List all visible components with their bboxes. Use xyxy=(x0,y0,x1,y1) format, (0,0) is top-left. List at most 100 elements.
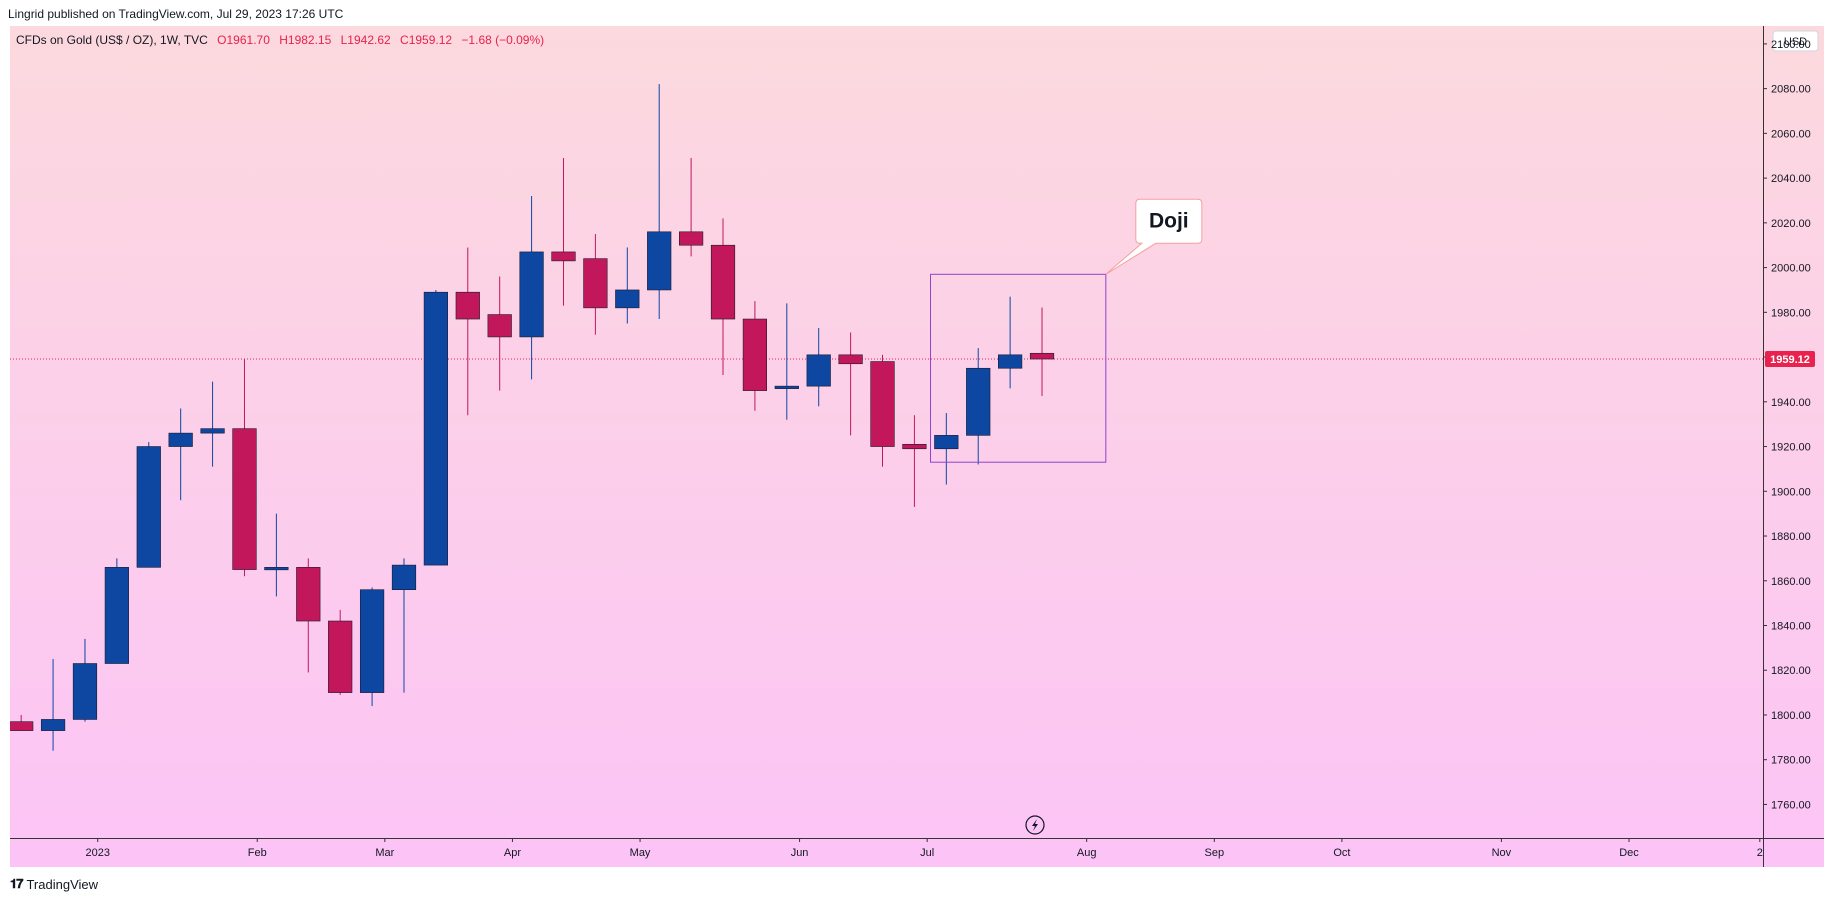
candle xyxy=(455,247,480,416)
legend-change: −1.68 (−0.09%) xyxy=(461,33,544,47)
price-tick-label: 2080.00 xyxy=(1771,84,1811,96)
candle xyxy=(678,157,704,257)
time-tick-label: Jul xyxy=(920,847,934,859)
candle xyxy=(168,408,193,501)
candle xyxy=(583,234,608,335)
candle-body xyxy=(487,314,512,338)
time-tick-label: Dec xyxy=(1619,847,1639,859)
doji-callout-bubble[interactable] xyxy=(1105,198,1203,275)
candle-body xyxy=(455,291,480,320)
candle-body xyxy=(583,258,608,309)
candle-body xyxy=(423,291,448,566)
last-price-label: 1959.12 xyxy=(1770,354,1810,366)
footer-brand: TradingView xyxy=(26,876,99,892)
time-tick-label: 2 xyxy=(1757,847,1763,859)
candle xyxy=(328,609,353,695)
time-tick-label: 2023 xyxy=(85,847,109,859)
last-price-line: 1959.12 xyxy=(10,351,1815,368)
footer: 𝟏𝟕 TradingView xyxy=(10,876,98,892)
candle xyxy=(264,513,289,597)
legend: CFDs on Gold (US$ / OZ), 1W, TVC O1961.7… xyxy=(16,33,544,47)
candle-body xyxy=(168,432,193,447)
price-tick-label: 1920.00 xyxy=(1771,442,1811,454)
candle-body xyxy=(136,446,161,568)
time-tick-label: Aug xyxy=(1077,847,1097,859)
price-tick-label: 1800.00 xyxy=(1771,710,1811,722)
candle xyxy=(359,587,385,707)
price-tick-label: 2020.00 xyxy=(1771,218,1811,230)
candle xyxy=(519,196,544,380)
time-tick-label: Nov xyxy=(1492,847,1512,859)
candle-body xyxy=(328,620,353,693)
candle xyxy=(998,296,1023,389)
candle xyxy=(104,558,129,664)
price-tick-label: 1820.00 xyxy=(1771,665,1811,677)
candle xyxy=(838,332,863,436)
currency-button[interactable]: USD xyxy=(1772,30,1819,52)
candle xyxy=(647,84,672,320)
candle xyxy=(296,558,321,673)
price-tick-label: 1780.00 xyxy=(1771,755,1811,767)
candles xyxy=(10,84,1055,751)
candlestick-chart[interactable]: CFDs on Gold (US$ / OZ), 1W, TVC O1961.7… xyxy=(10,26,1824,867)
candle xyxy=(136,442,161,568)
candle-body xyxy=(710,244,736,320)
candle xyxy=(551,157,576,306)
candle-body xyxy=(551,251,576,262)
doji-annotation[interactable]: Doji xyxy=(930,198,1203,463)
legend-low: L1942.62 xyxy=(341,33,391,47)
candle-body xyxy=(902,444,927,450)
time-tick-label: Apr xyxy=(504,847,521,859)
legend-high: H1982.15 xyxy=(279,33,331,47)
candle-body xyxy=(615,289,640,309)
candle-body xyxy=(966,367,991,436)
candle xyxy=(391,558,417,693)
price-tick-label: 1760.00 xyxy=(1771,799,1811,811)
price-tick-label: 1980.00 xyxy=(1771,307,1811,319)
time-tick-label: Mar xyxy=(375,847,394,859)
time-tick-label: Sep xyxy=(1205,847,1225,859)
candle xyxy=(902,415,927,507)
candle-body xyxy=(72,663,98,720)
candle-body xyxy=(806,354,831,387)
candle xyxy=(934,412,959,485)
candle-body xyxy=(519,251,544,338)
candle xyxy=(10,714,34,731)
candle-body xyxy=(359,589,385,693)
time-tick-label: Jun xyxy=(791,847,809,859)
candle xyxy=(710,218,736,375)
candle-body xyxy=(678,231,704,246)
price-tick-label: 1840.00 xyxy=(1771,620,1811,632)
candle xyxy=(774,303,799,420)
candle-body xyxy=(10,721,34,731)
doji-highlight-box[interactable] xyxy=(930,273,1107,463)
currency-label: USD xyxy=(1784,36,1807,48)
price-tick-label: 2040.00 xyxy=(1771,173,1811,185)
price-tick-label: 1880.00 xyxy=(1771,531,1811,543)
price-tick-label: 1940.00 xyxy=(1771,397,1811,409)
replay-button[interactable] xyxy=(1025,815,1045,835)
candle-body xyxy=(1029,352,1055,360)
replay-button-circle xyxy=(1025,815,1045,835)
time-tick-label: Feb xyxy=(248,847,267,859)
candle-body xyxy=(998,354,1023,369)
candle-body xyxy=(934,435,959,450)
time-tick-label: May xyxy=(630,847,651,859)
candle xyxy=(615,247,640,324)
legend-close: C1959.12 xyxy=(400,33,452,47)
candle xyxy=(72,638,98,722)
price-tick-label: 1860.00 xyxy=(1771,576,1811,588)
time-axis[interactable]: 2023 Feb Mar Apr May Jun Jul Aug Sep Oct Nov Dec 2 xyxy=(85,838,1763,859)
candle-body xyxy=(774,385,799,389)
candle xyxy=(40,659,66,751)
candle xyxy=(200,381,225,467)
candle-body xyxy=(296,567,321,622)
doji-callout-label: Doji xyxy=(1149,209,1189,232)
candle xyxy=(870,354,895,467)
chart-frame[interactable]: CFDs on Gold (US$ / OZ), 1W, TVC O1961.7… xyxy=(10,26,1824,867)
candle xyxy=(1029,307,1055,396)
candle-body xyxy=(742,318,768,391)
candle-body xyxy=(870,361,895,447)
candle-body xyxy=(200,428,225,434)
candle xyxy=(966,348,991,465)
